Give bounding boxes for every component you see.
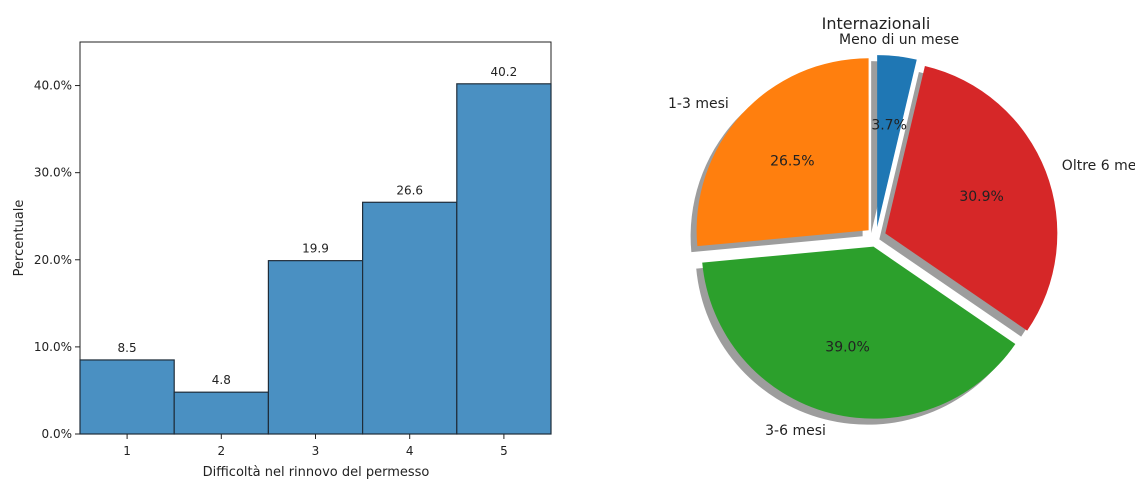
pie-category-label: Meno di un mese	[839, 32, 959, 48]
x-tick-label: 4	[406, 444, 414, 458]
y-tick-label: 40.0%	[34, 79, 72, 93]
pie-chart: Internazionali 3.7% Meno di un mese 30.9% O…	[668, 14, 1135, 439]
x-axis-ticks: 1 2 3 4 5	[123, 434, 508, 458]
bar-3	[267, 260, 364, 435]
pie-pct-label: 39.0%	[825, 340, 869, 356]
y-tick-label: 30.0%	[34, 166, 72, 180]
pie-label-layer: 3.7% Meno di un mese 30.9% Oltre 6 mesi 39.0…	[668, 32, 1135, 439]
bar-5	[456, 83, 552, 435]
x-tick-label: 5	[500, 444, 508, 458]
bar-value-label: 8.5	[118, 341, 137, 355]
pie-category-label: 3-6 mesi	[765, 423, 826, 439]
pie-pct-label: 26.5%	[770, 154, 814, 170]
pie-slice-meno-di-un-mese	[877, 55, 917, 228]
pie-slice-3-6-mesi	[702, 246, 1016, 419]
bar-1	[79, 359, 175, 435]
bar-layer: 8.5 4.8 19.9 26.6 40.2	[79, 65, 552, 435]
pie-slice-layer	[696, 55, 1058, 419]
pie-category-label: 1-3 mesi	[668, 96, 729, 112]
bar-4	[362, 201, 458, 435]
pie-pct-label: 30.9%	[959, 189, 1003, 205]
pie-title: Internazionali	[822, 14, 931, 33]
x-tick-label: 3	[312, 444, 320, 458]
bar-value-label: 26.6	[396, 183, 423, 197]
bar-value-label: 4.8	[212, 373, 231, 387]
bar-chart: 8.54.819.926.640.2 0.0%10.0%20.0%30.0%40…	[12, 41, 552, 480]
bar-value-label: 40.2	[491, 65, 518, 79]
pie-pct-label: 3.7%	[871, 118, 907, 134]
x-tick-label: 1	[123, 444, 131, 458]
x-tick-label: 2	[217, 444, 225, 458]
pie-slice-1-3-mesi	[696, 58, 869, 247]
y-tick-label: 10.0%	[34, 340, 72, 354]
x-axis-title: Difficoltà nel rinnovo del permesso	[203, 465, 430, 480]
bar-2	[173, 391, 269, 435]
y-axis-ticks: 0.0% 10.0% 20.0% 30.0% 40.0%	[34, 79, 80, 441]
y-axis-title: Percentuale	[12, 200, 27, 277]
bar-value-label: 19.9	[302, 242, 329, 256]
pie-category-label: Oltre 6 mesi	[1062, 158, 1135, 174]
pie-slice-oltre-6-mesi	[885, 66, 1058, 331]
y-tick-label: 0.0%	[42, 427, 73, 441]
y-tick-label: 20.0%	[34, 253, 72, 267]
